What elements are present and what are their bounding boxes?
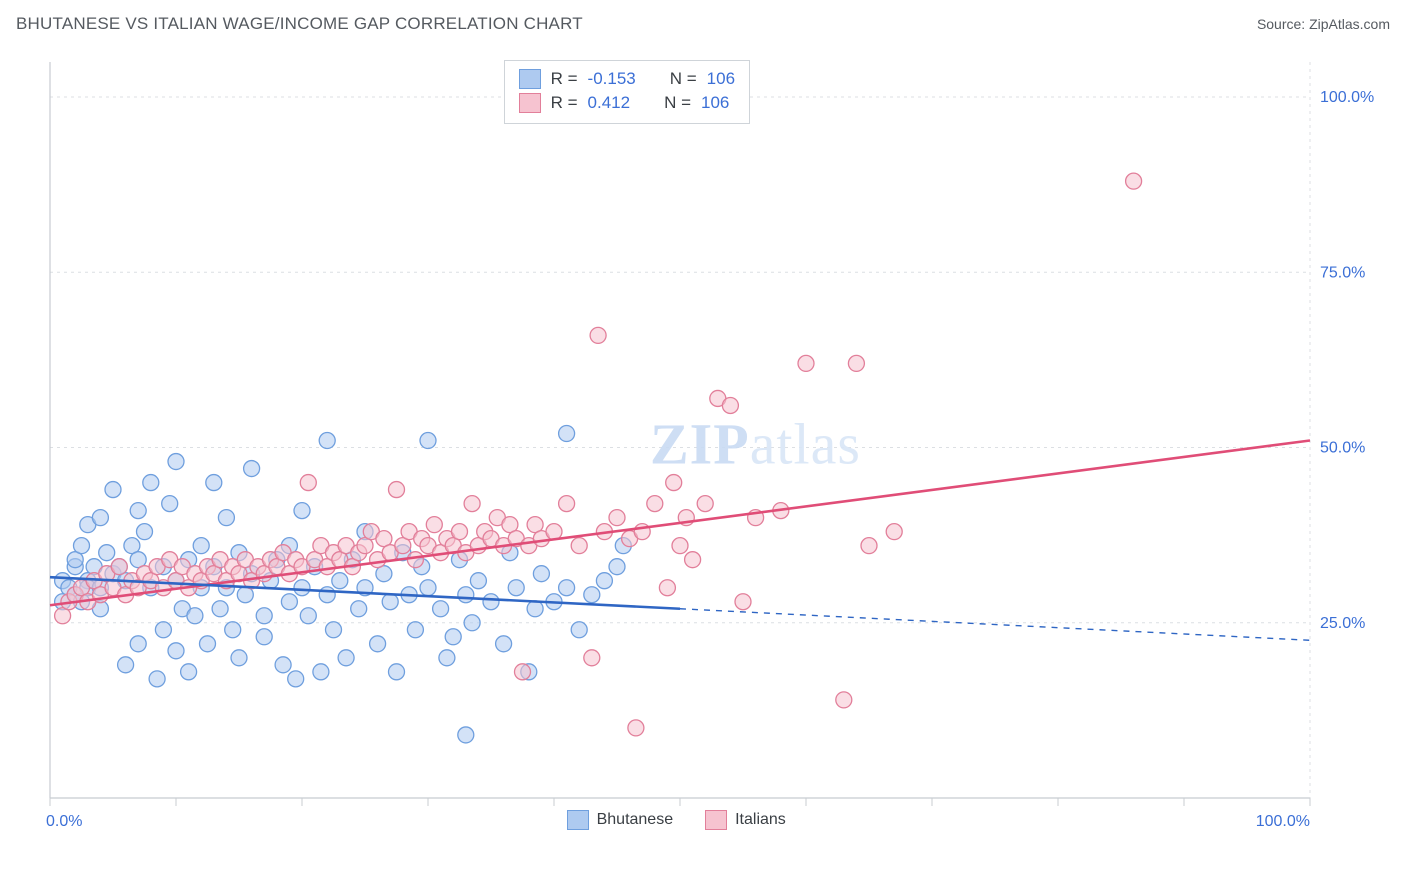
svg-text:50.0%: 50.0% [1320,440,1365,457]
source-attribution: Source: ZipAtlas.com [1257,16,1390,32]
stat-n-value: 106 [707,67,735,91]
legend-label: Bhutanese [597,811,674,829]
legend-swatch [567,810,589,830]
correlation-stats-box: R =-0.153N =106R =0.412N =106 [504,60,750,124]
legend-swatch [705,810,727,830]
stat-r-value: -0.153 [588,67,636,91]
legend-label: Italians [735,811,786,829]
stat-r-value: 0.412 [588,91,631,115]
svg-text:25.0%: 25.0% [1320,615,1365,632]
svg-text:100.0%: 100.0% [1320,89,1374,106]
svg-text:ZIPatlas: ZIPatlas [650,412,861,477]
series-legend: Bhutanese Italians [567,810,786,830]
chart-title: BHUTANESE VS ITALIAN WAGE/INCOME GAP COR… [16,14,583,34]
legend-swatch [519,93,541,113]
scatter-chart: 25.0% 50.0% 75.0% 100.0% ZIPatlas 0.0% 100.0% [46,46,1390,842]
legend-swatch [519,69,541,89]
svg-text:100.0%: 100.0% [1256,813,1310,830]
svg-text:0.0%: 0.0% [46,813,82,830]
svg-text:75.0%: 75.0% [1320,264,1365,281]
stat-n-value: 106 [701,91,729,115]
